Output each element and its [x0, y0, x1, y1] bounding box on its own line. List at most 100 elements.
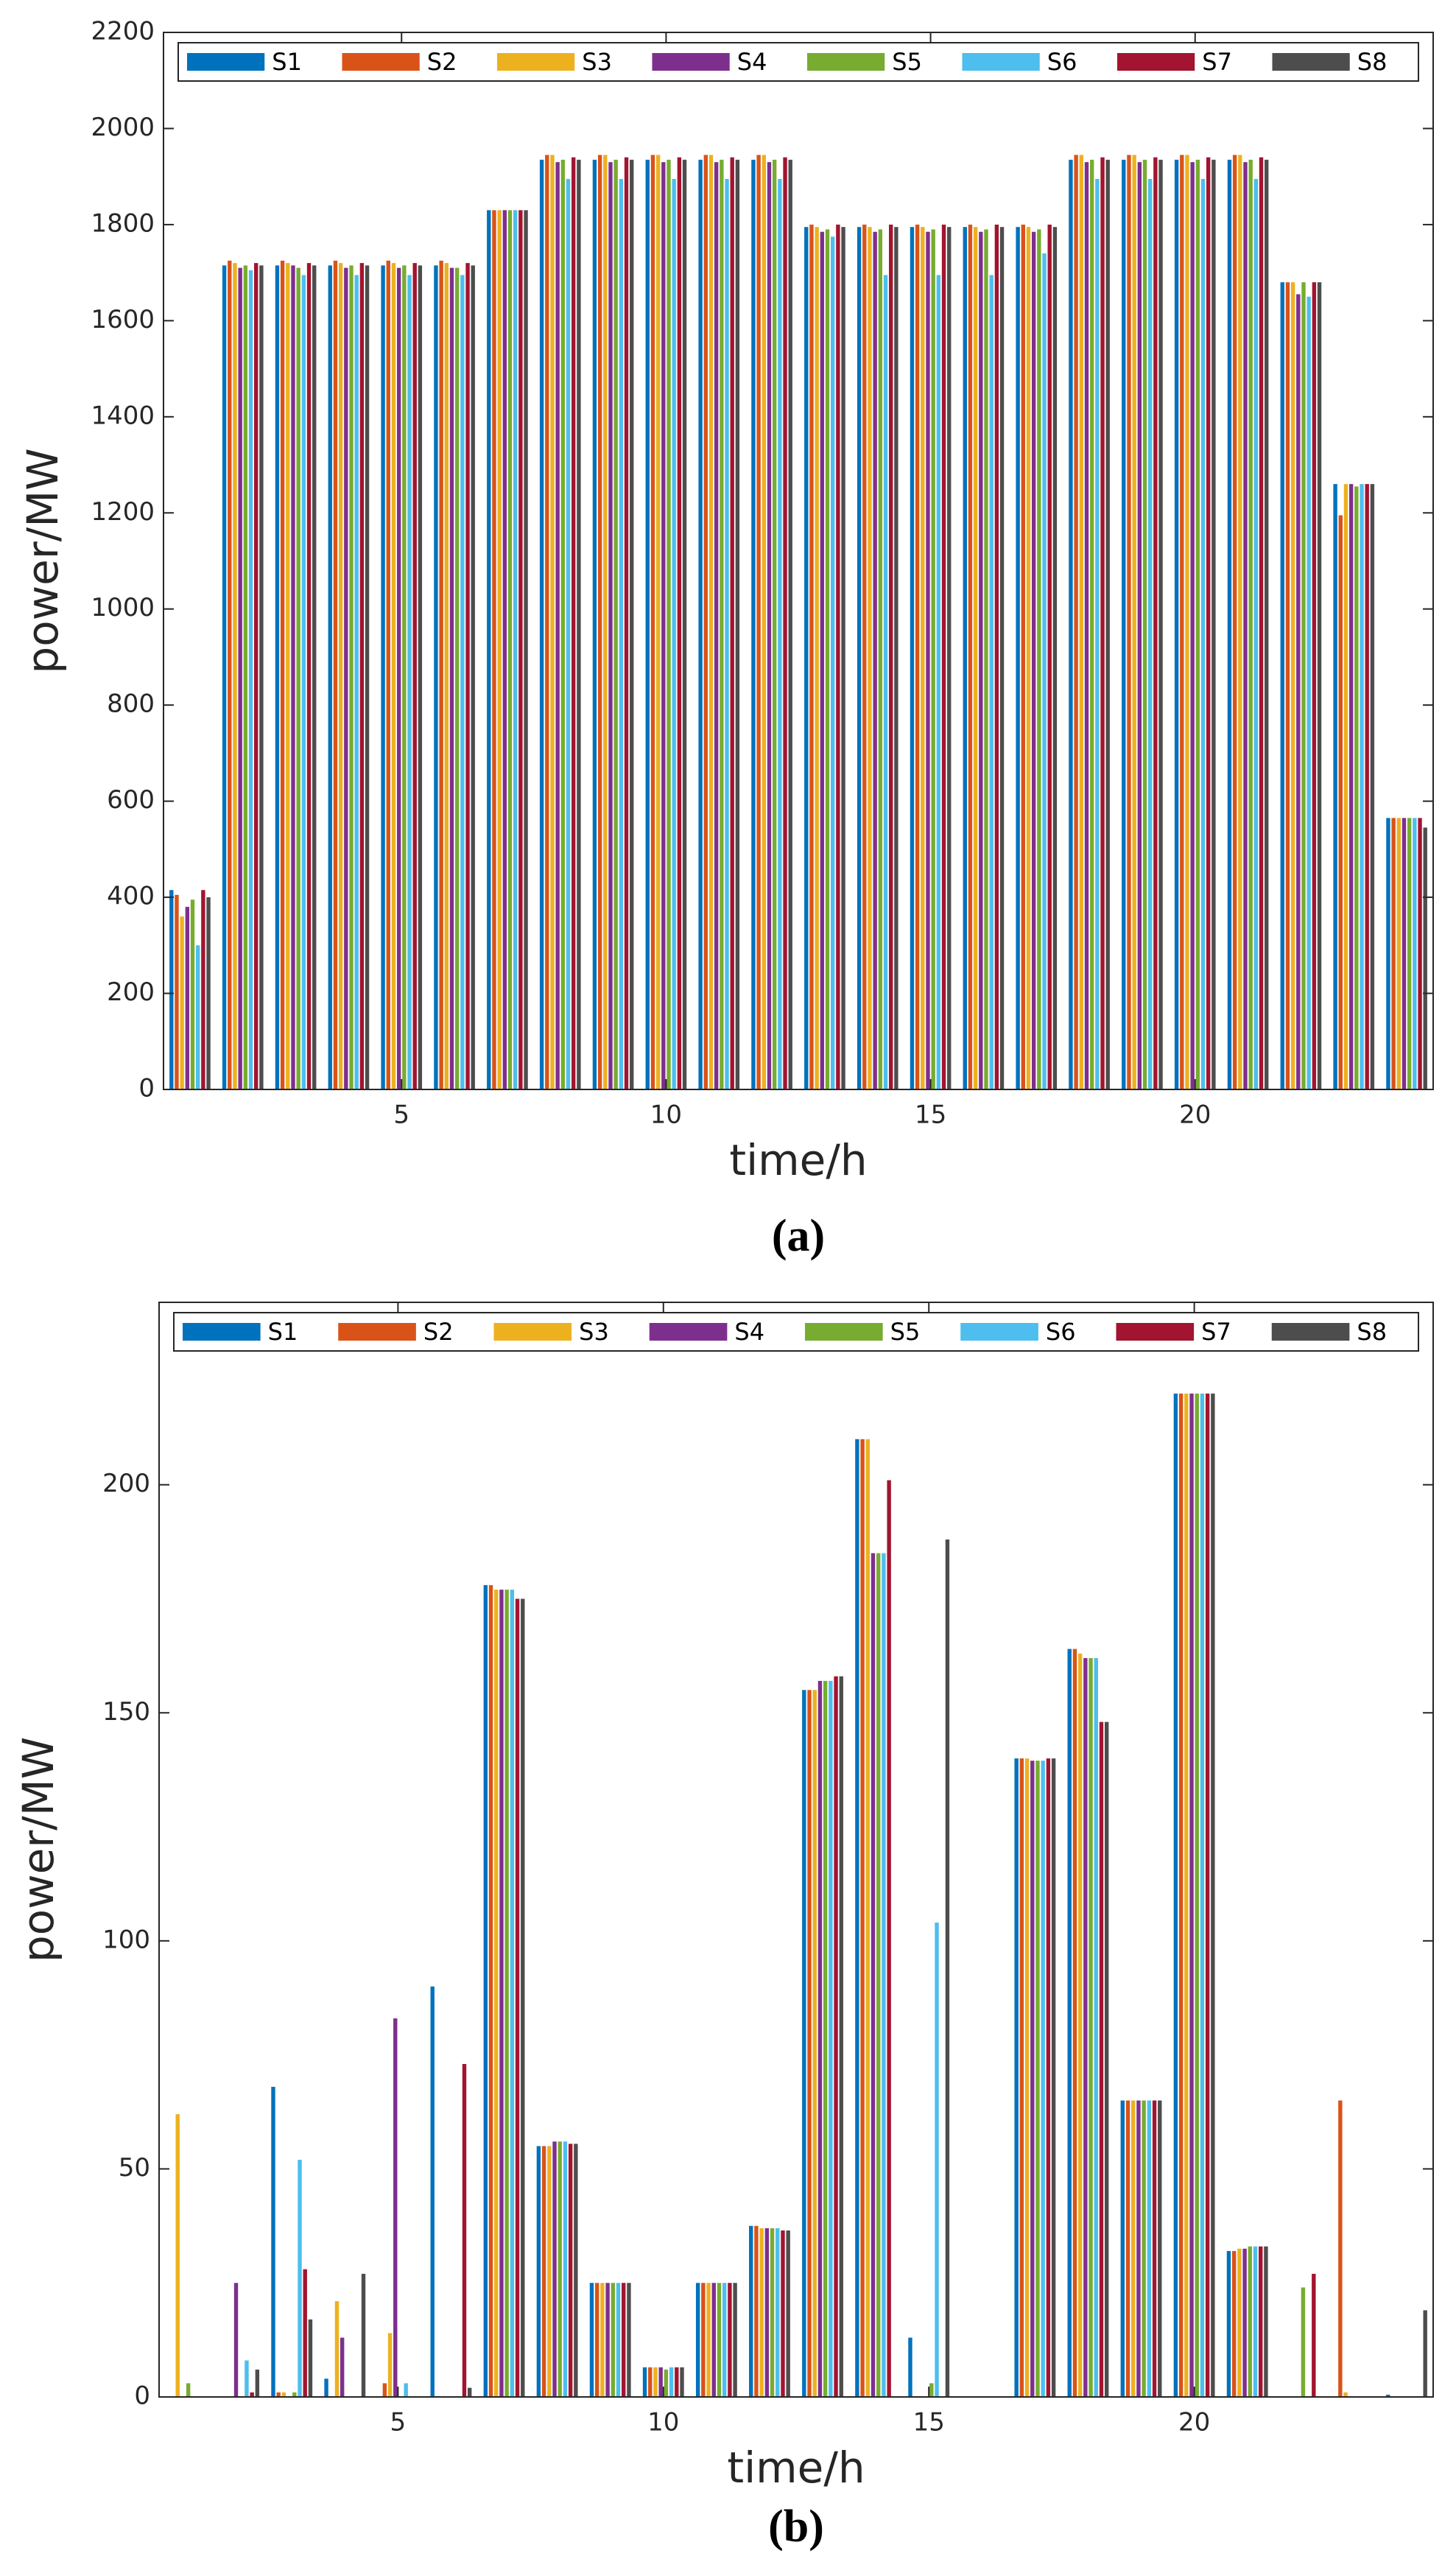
- bar: [648, 2367, 653, 2397]
- bar: [248, 270, 253, 1089]
- bar: [608, 162, 613, 1089]
- bar: [594, 2283, 599, 2397]
- bar: [778, 178, 782, 1090]
- bar: [823, 1680, 828, 2397]
- bar: [483, 1584, 488, 2397]
- bar: [1047, 224, 1052, 1090]
- bar: [772, 159, 777, 1089]
- bar: [642, 2367, 647, 2397]
- legend-label: S3: [582, 48, 612, 76]
- bar: [1041, 1761, 1045, 2397]
- legend-label: S5: [892, 48, 922, 76]
- bar: [1079, 155, 1084, 1089]
- bar: [682, 159, 687, 1089]
- legend-label: S1: [272, 48, 302, 76]
- bar: [915, 224, 920, 1090]
- bar: [1248, 159, 1253, 1089]
- bar: [941, 224, 946, 1090]
- bar: [1418, 818, 1422, 1089]
- bar: [1069, 159, 1073, 1089]
- y-tick-label: 200: [102, 1469, 150, 1498]
- bar: [1312, 282, 1317, 1089]
- bar: [407, 275, 412, 1090]
- bar: [1131, 2100, 1136, 2397]
- bar: [1423, 827, 1427, 1089]
- bar: [1152, 2100, 1157, 2397]
- bar: [250, 2392, 254, 2397]
- bar: [454, 267, 460, 1089]
- bar: [308, 2319, 313, 2397]
- bar: [254, 263, 259, 1089]
- x-tick-label: 10: [650, 1101, 682, 1130]
- bar: [175, 2114, 180, 2397]
- bar: [695, 2283, 700, 2397]
- bar: [1089, 159, 1094, 1089]
- bar: [365, 265, 370, 1089]
- bar: [619, 178, 624, 1090]
- bar: [1386, 818, 1390, 1089]
- bar: [786, 2230, 790, 2397]
- bar: [460, 275, 465, 1090]
- bar: [1200, 1393, 1205, 2397]
- y-tick-label: 600: [107, 785, 155, 815]
- bar: [1178, 1393, 1184, 2397]
- bar: [259, 265, 264, 1089]
- bar: [708, 155, 714, 1089]
- bar: [1253, 178, 1259, 1090]
- bar: [667, 159, 671, 1089]
- bar: [1125, 2100, 1130, 2397]
- bar: [1280, 282, 1284, 1089]
- bar: [1105, 159, 1110, 1089]
- bar: [1365, 484, 1369, 1089]
- axes-box: [163, 32, 1434, 1090]
- bar: [301, 275, 306, 1090]
- bar: [404, 2383, 408, 2397]
- bar: [1306, 296, 1311, 1089]
- bar: [1122, 159, 1126, 1089]
- legend-swatch: [962, 53, 1040, 71]
- bar: [296, 267, 300, 1089]
- x-tick-label: 10: [647, 2408, 679, 2437]
- bar: [830, 236, 835, 1089]
- bar: [1067, 1649, 1072, 2397]
- bar: [722, 2283, 727, 2397]
- bar: [1189, 1393, 1194, 2397]
- bar: [558, 2141, 562, 2397]
- bar: [186, 2383, 191, 2397]
- bar: [1173, 1393, 1178, 2397]
- bar: [661, 162, 666, 1089]
- bar: [802, 1690, 806, 2397]
- bar: [973, 227, 978, 1090]
- bar: [354, 275, 359, 1090]
- bar: [860, 1439, 865, 2397]
- bar: [499, 1590, 504, 2397]
- bar: [494, 1590, 499, 2397]
- bar: [291, 265, 295, 1089]
- bar: [887, 1480, 891, 2397]
- bar: [1095, 178, 1100, 1090]
- bar: [492, 210, 496, 1089]
- bar: [344, 267, 348, 1089]
- bar: [1200, 178, 1206, 1090]
- bar: [185, 907, 190, 1089]
- bar: [836, 224, 840, 1090]
- bar: [298, 2160, 302, 2397]
- bar: [487, 210, 491, 1089]
- bar: [306, 263, 312, 1089]
- bar: [589, 2283, 594, 2397]
- bar: [238, 267, 242, 1089]
- bar: [381, 265, 385, 1089]
- bar: [1248, 2246, 1253, 2397]
- bar: [1402, 818, 1407, 1089]
- bar: [717, 2283, 722, 2397]
- legend-label: S1: [268, 1318, 298, 1346]
- legend-swatch: [1272, 53, 1350, 71]
- bar: [1019, 1758, 1024, 2397]
- bar: [1052, 227, 1058, 1090]
- legend-label: S8: [1357, 1318, 1387, 1346]
- bar: [701, 2283, 706, 2397]
- bar: [605, 2283, 610, 2397]
- bar: [931, 229, 935, 1089]
- bar: [730, 157, 734, 1089]
- bar: [1407, 818, 1412, 1089]
